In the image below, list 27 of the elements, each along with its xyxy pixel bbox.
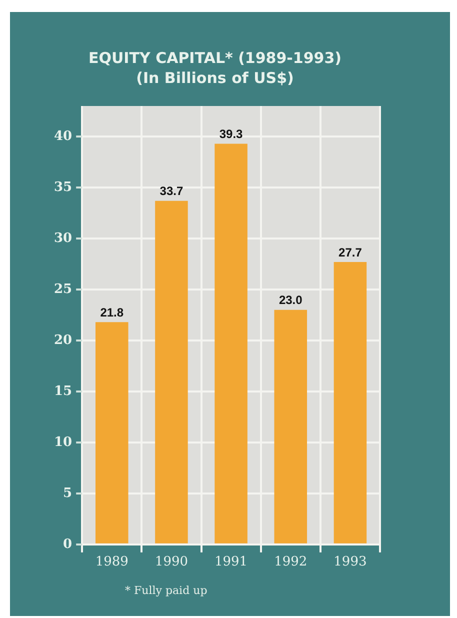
y-tick-label: 20 [54,332,72,348]
bar [95,322,128,544]
bar [274,310,308,544]
text: * Fully paid up [125,584,208,597]
chart-subtitle: (In Billions of US$) [136,68,294,87]
data-label: 21.8 [100,305,124,320]
bar [214,144,248,544]
y-tick-label: 40 [54,128,72,144]
chart-title: EQUITY CAPITAL* (1989-1993) [88,48,342,67]
y-tick-label: 5 [63,486,72,501]
y-tick-label: 15 [54,384,72,399]
x-tick-label: 1993 [334,554,367,570]
y-tick-label: 0 [63,536,72,552]
bar [334,262,367,544]
y-tick-label: 25 [54,282,72,297]
data-label: 33.7 [160,184,184,198]
x-tick-label: 1989 [95,554,128,570]
bar [155,200,188,544]
data-label: 23.0 [278,293,303,308]
x-tick-label: 1991 [214,554,248,570]
data-label: 27.7 [338,245,362,260]
y-tick-label: 30 [54,230,72,246]
data-label: 39.3 [219,127,244,142]
y-tick-label: 35 [54,180,72,195]
y-tick-label: 10 [54,434,72,450]
x-tick-label: 1990 [154,554,188,570]
x-tick-label: 1992 [274,554,308,570]
